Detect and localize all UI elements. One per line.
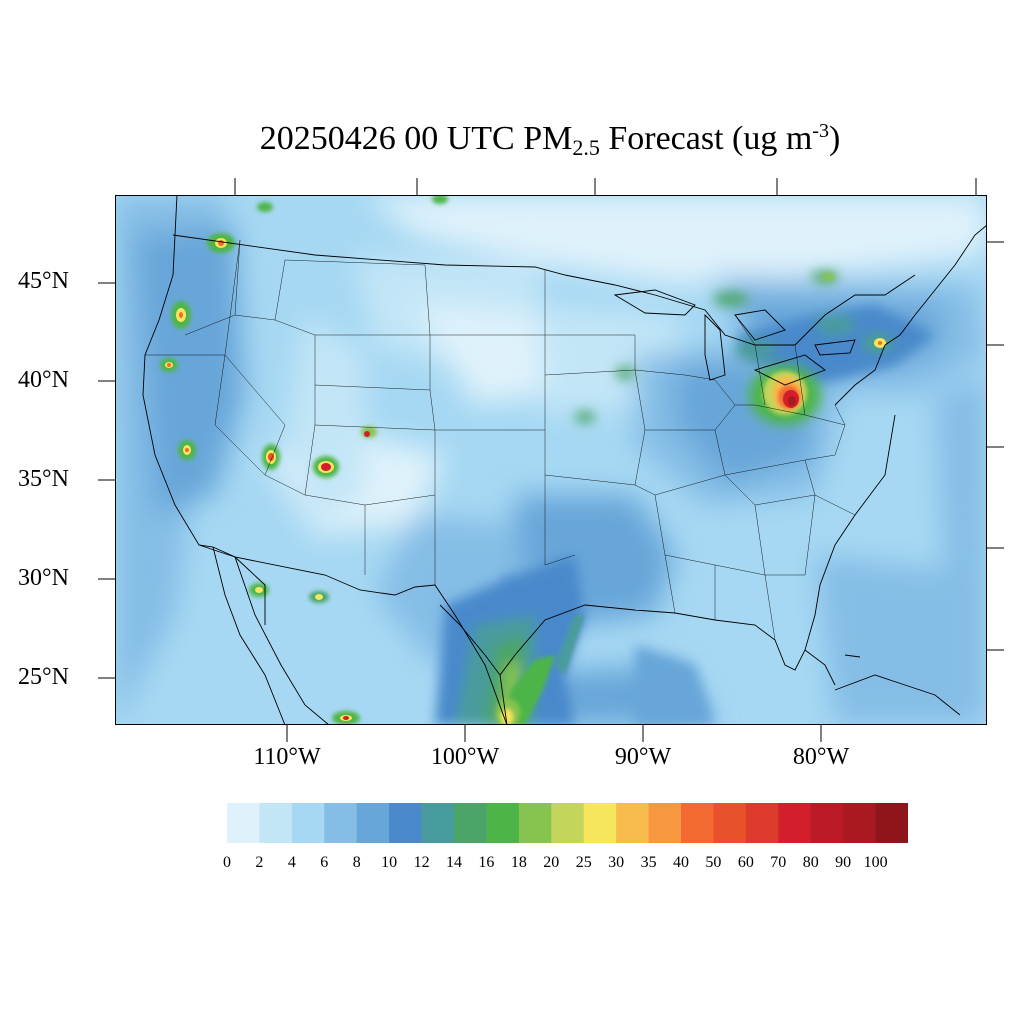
west-coastline	[142, 195, 330, 725]
colorbar-tick-label: 80	[802, 854, 819, 871]
colorbar-swatch	[356, 803, 390, 843]
western-hotspots	[160, 195, 886, 725]
colorbar-swatch	[875, 803, 908, 843]
colorbar-swatch	[551, 803, 585, 843]
gulf-coastline	[439, 414, 896, 725]
baja-coast	[212, 546, 286, 725]
colorbar	[227, 803, 908, 843]
title-suffix: )	[828, 120, 841, 157]
lon-label-80w: 80°W	[792, 744, 850, 770]
colorbar-tick-label: 10	[381, 854, 398, 871]
lat-label-45n: 45°N	[18, 268, 69, 294]
colorbar-swatch	[843, 803, 876, 843]
colorbar-tick-label: 60	[737, 854, 754, 871]
colorbar-tick-label: 50	[705, 854, 722, 871]
colorbar-swatch	[518, 803, 552, 843]
colorbar-tick-label: 6	[320, 854, 329, 871]
colorbar-swatch	[486, 803, 520, 843]
virginia-hotspot	[749, 365, 821, 425]
boundary-lines	[142, 195, 987, 725]
florida-keys	[804, 649, 861, 686]
colorbar-tick-label: 8	[352, 854, 361, 871]
title-superscript: -3	[812, 120, 829, 142]
title-middle: Forecast (ug m	[599, 120, 813, 157]
colorbar-swatch	[259, 803, 293, 843]
colorbar-swatch	[454, 803, 487, 843]
colorbar-tick-label: 0	[223, 854, 231, 871]
colorbar-tick-label: 12	[413, 854, 430, 871]
colorbar-swatch	[810, 803, 844, 843]
lat-label-40n: 40°N	[18, 367, 69, 393]
lon-label-90w: 90°W	[614, 744, 672, 770]
cuba	[834, 674, 961, 716]
lon-label-100w: 100°W	[430, 744, 500, 770]
colorbar-swatch	[778, 803, 812, 843]
concentration-field	[115, 195, 987, 725]
lat-label-30n: 30°N	[18, 565, 69, 591]
title-prefix: 20250426 00 UTC PM	[259, 120, 573, 157]
map-title: 20250426 00 UTC PM2.5 Forecast (ug m-3)	[0, 120, 1024, 161]
colorbar-tick-label: 25	[575, 854, 592, 871]
colorbar-swatch	[421, 803, 455, 843]
colorbar-swatch	[616, 803, 649, 843]
canada-border	[172, 234, 916, 346]
colorbar-tick-label: 20	[543, 854, 560, 871]
state-lines	[145, 239, 876, 641]
colorbar-swatch	[648, 803, 682, 843]
colorbar-swatch	[227, 803, 260, 843]
colorbar-swatch	[745, 803, 779, 843]
colorbar-swatch	[713, 803, 747, 843]
colorbar-tick-label: 16	[478, 854, 495, 871]
colorbar-swatch	[324, 803, 358, 843]
gulf-of-california	[234, 556, 266, 625]
title-subscript: 2.5	[572, 135, 600, 160]
colorbar-swatch	[583, 803, 617, 843]
great-lakes	[613, 289, 856, 386]
lon-label-110w: 110°W	[253, 744, 321, 770]
colorbar-tick-label: 2	[255, 854, 264, 871]
colorbar-swatch	[681, 803, 714, 843]
colorbar-swatch	[291, 803, 325, 843]
colorbar-tick-label: 35	[640, 854, 657, 871]
mexico-border	[198, 544, 508, 725]
texas-coast-core	[496, 615, 585, 725]
colorbar-tick-label: 70	[770, 854, 787, 871]
colorbar-tick-label: 90	[835, 854, 852, 871]
colorbar-tick-label: 14	[446, 854, 462, 871]
lat-label-35n: 35°N	[18, 466, 69, 492]
map-frame	[115, 195, 987, 725]
pm25-forecast-map	[115, 195, 987, 725]
colorbar-tick-label: 18	[510, 854, 527, 871]
colorbar-tick-label: 40	[673, 854, 689, 871]
lat-label-25n: 25°N	[18, 664, 69, 690]
colorbar-tick-label: 4	[287, 854, 296, 871]
colorbar-swatch	[389, 803, 422, 843]
colorbar-tick-label: 100	[863, 854, 888, 871]
colorbar-tick-label: 30	[608, 854, 625, 871]
